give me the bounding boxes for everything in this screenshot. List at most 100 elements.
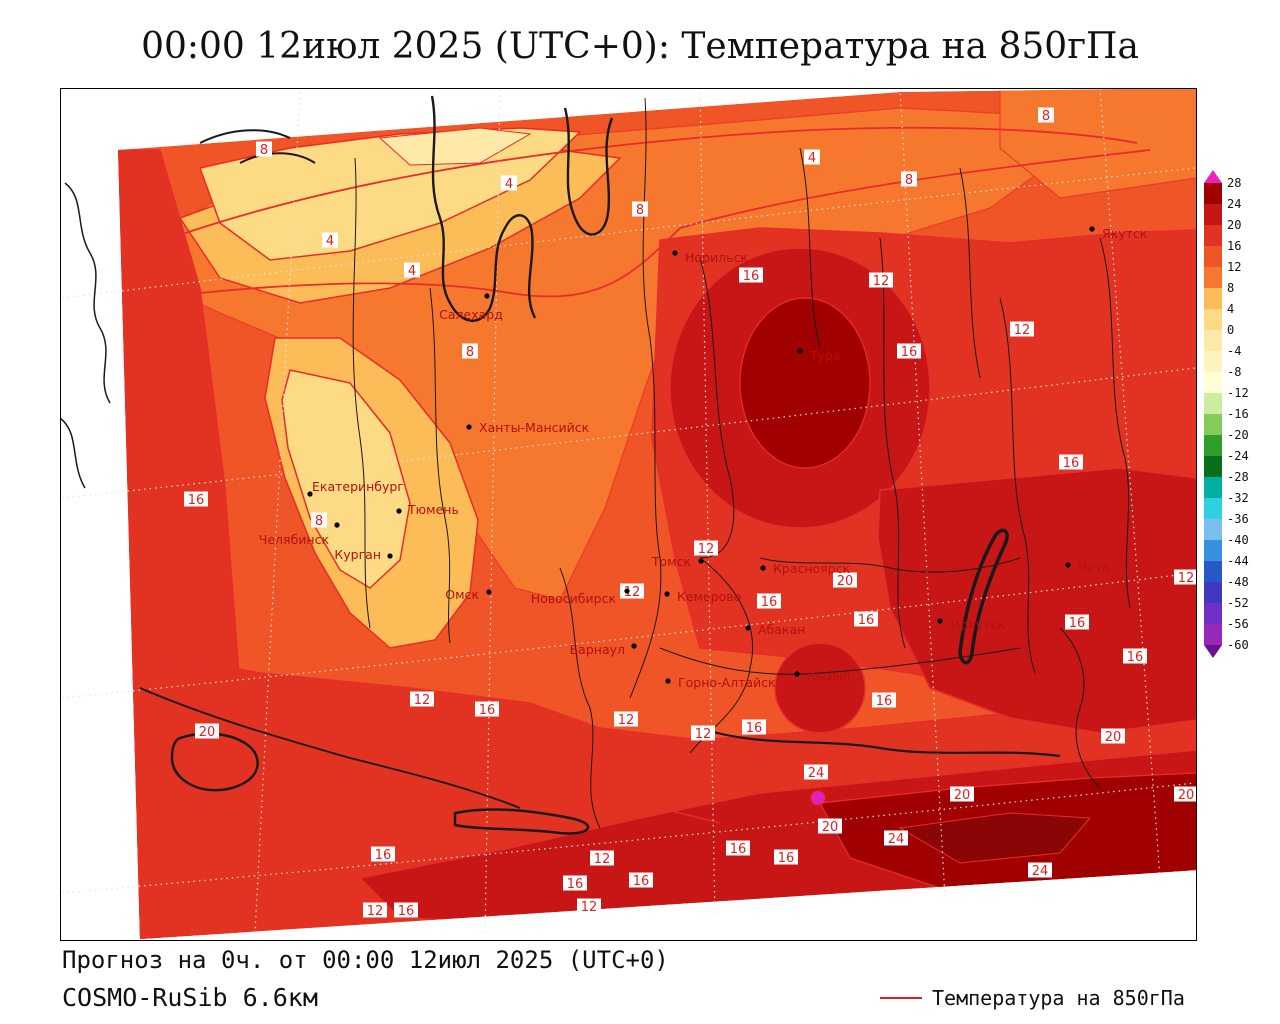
temperature-line-icon — [880, 997, 922, 999]
map-frame-border — [60, 88, 1197, 941]
city-marker — [631, 643, 637, 649]
city-marker — [484, 293, 490, 299]
contour-label-box — [804, 149, 820, 165]
contour-label-box — [1028, 862, 1052, 878]
contour-label-box — [897, 343, 921, 359]
city-marker — [486, 589, 492, 595]
colorbar-tick-label: -36 — [1227, 512, 1249, 526]
forecast-info: Прогноз на 0ч. от 00:00 12июл 2025 (UTC+… — [62, 946, 669, 974]
contour-label: 16 — [901, 345, 918, 360]
contour-label-box — [371, 846, 395, 862]
contour-label-box — [632, 201, 648, 217]
city-marker — [307, 491, 313, 497]
colorbar-segment — [1204, 267, 1222, 288]
contour-label: 16 — [1063, 456, 1080, 471]
city-marker — [672, 250, 678, 256]
contour-label: 16 — [743, 269, 760, 284]
city-label: Норильск — [685, 250, 748, 265]
contour-label: 4 — [505, 177, 513, 192]
contour-label: 16 — [876, 694, 893, 709]
contour-label: 16 — [633, 874, 650, 889]
contour-label-box — [394, 902, 418, 918]
colorbar-segment — [1204, 603, 1222, 624]
contour-label-box — [311, 512, 327, 528]
contour-label: 16 — [375, 848, 392, 863]
contour-label: 16 — [858, 613, 875, 628]
city-label: Кемерово — [677, 589, 741, 604]
contour-label-box — [742, 719, 766, 735]
contour-label-box — [475, 701, 499, 717]
contour-label-box — [501, 175, 517, 191]
colorbar-tick-label: 12 — [1227, 260, 1242, 274]
colorbar-segment — [1204, 456, 1222, 477]
city-marker — [937, 618, 943, 624]
contour-label-box — [1010, 321, 1034, 337]
contour-label-box — [563, 875, 587, 891]
city-label: Иркутск — [951, 617, 1005, 632]
contour-label-box — [833, 572, 857, 588]
contour-label-box — [629, 872, 653, 888]
contour-label: 8 — [636, 203, 644, 218]
contour-label: 4 — [408, 264, 416, 279]
contour-label-box — [691, 725, 715, 741]
colorbar-segment — [1204, 624, 1222, 645]
contour-label-box — [1038, 107, 1054, 123]
city-label: Горно-Алтайск — [678, 675, 776, 690]
contour-label: 20 — [1105, 730, 1122, 745]
colorbar-tick-label: 20 — [1227, 218, 1242, 232]
city-label: Тюмень — [407, 502, 459, 517]
city-label: Якутск — [1102, 226, 1148, 241]
contour-label: 12 — [698, 542, 715, 557]
contour-label-box — [901, 171, 917, 187]
colorbar-segment — [1204, 498, 1222, 519]
city-label: Кызыл — [807, 668, 850, 683]
contour-label: 24 — [1032, 864, 1049, 879]
city-marker — [665, 678, 671, 684]
contour-label-box — [577, 898, 601, 914]
city-label: Екатеринбург — [312, 479, 404, 494]
colorbar-tick-label: 28 — [1227, 176, 1242, 190]
contour-label: 16 — [778, 851, 795, 866]
contour-label: 16 — [1127, 650, 1144, 665]
city-marker — [334, 522, 340, 528]
contour-label-box — [363, 902, 387, 918]
contour-label: 20 — [1178, 788, 1195, 803]
colorbar-segment — [1204, 477, 1222, 498]
colorbar-segment — [1204, 246, 1222, 267]
colorbar-segment — [1204, 309, 1222, 330]
contour-label-box — [872, 692, 896, 708]
contour-label-box — [694, 540, 718, 556]
city-marker — [745, 625, 751, 631]
city-label: Омск — [445, 587, 479, 602]
colorbar-tick-label: -8 — [1227, 365, 1242, 379]
contour-label-box — [462, 343, 478, 359]
contour-label-box — [739, 267, 763, 283]
contour-label: 8 — [905, 173, 913, 188]
contour-label-box — [1101, 728, 1125, 744]
graticule — [61, 87, 1196, 937]
contour-label-box — [590, 850, 614, 866]
contour-label-box — [184, 491, 208, 507]
contour-label-box — [1059, 454, 1083, 470]
contour-label-box — [620, 583, 644, 599]
city-marker — [760, 565, 766, 571]
colorbar-segment — [1204, 393, 1222, 414]
contour-label: 12 — [873, 274, 890, 289]
contour-label: 12 — [581, 900, 598, 915]
temperature-fill-layers — [118, 88, 1197, 939]
contour-label: 8 — [260, 143, 268, 158]
city-label: Курган — [334, 547, 381, 562]
contour-label: 12 — [695, 727, 712, 742]
colorbar-segment — [1204, 372, 1222, 393]
colorbar-tick-label: -24 — [1227, 449, 1249, 463]
colorbar-tick-label: -12 — [1227, 386, 1249, 400]
contour-label: 16 — [479, 703, 496, 718]
contour-label-box — [256, 141, 272, 157]
colorbar-tick-label: -28 — [1227, 470, 1249, 484]
colorbar-tick-label: -32 — [1227, 491, 1249, 505]
borders-coastlines — [59, 95, 1131, 835]
city-marker — [1089, 226, 1095, 232]
colorbar-arrow-up — [1204, 170, 1222, 183]
colorbar-segment — [1204, 519, 1222, 540]
colorbar-segment — [1204, 330, 1222, 351]
